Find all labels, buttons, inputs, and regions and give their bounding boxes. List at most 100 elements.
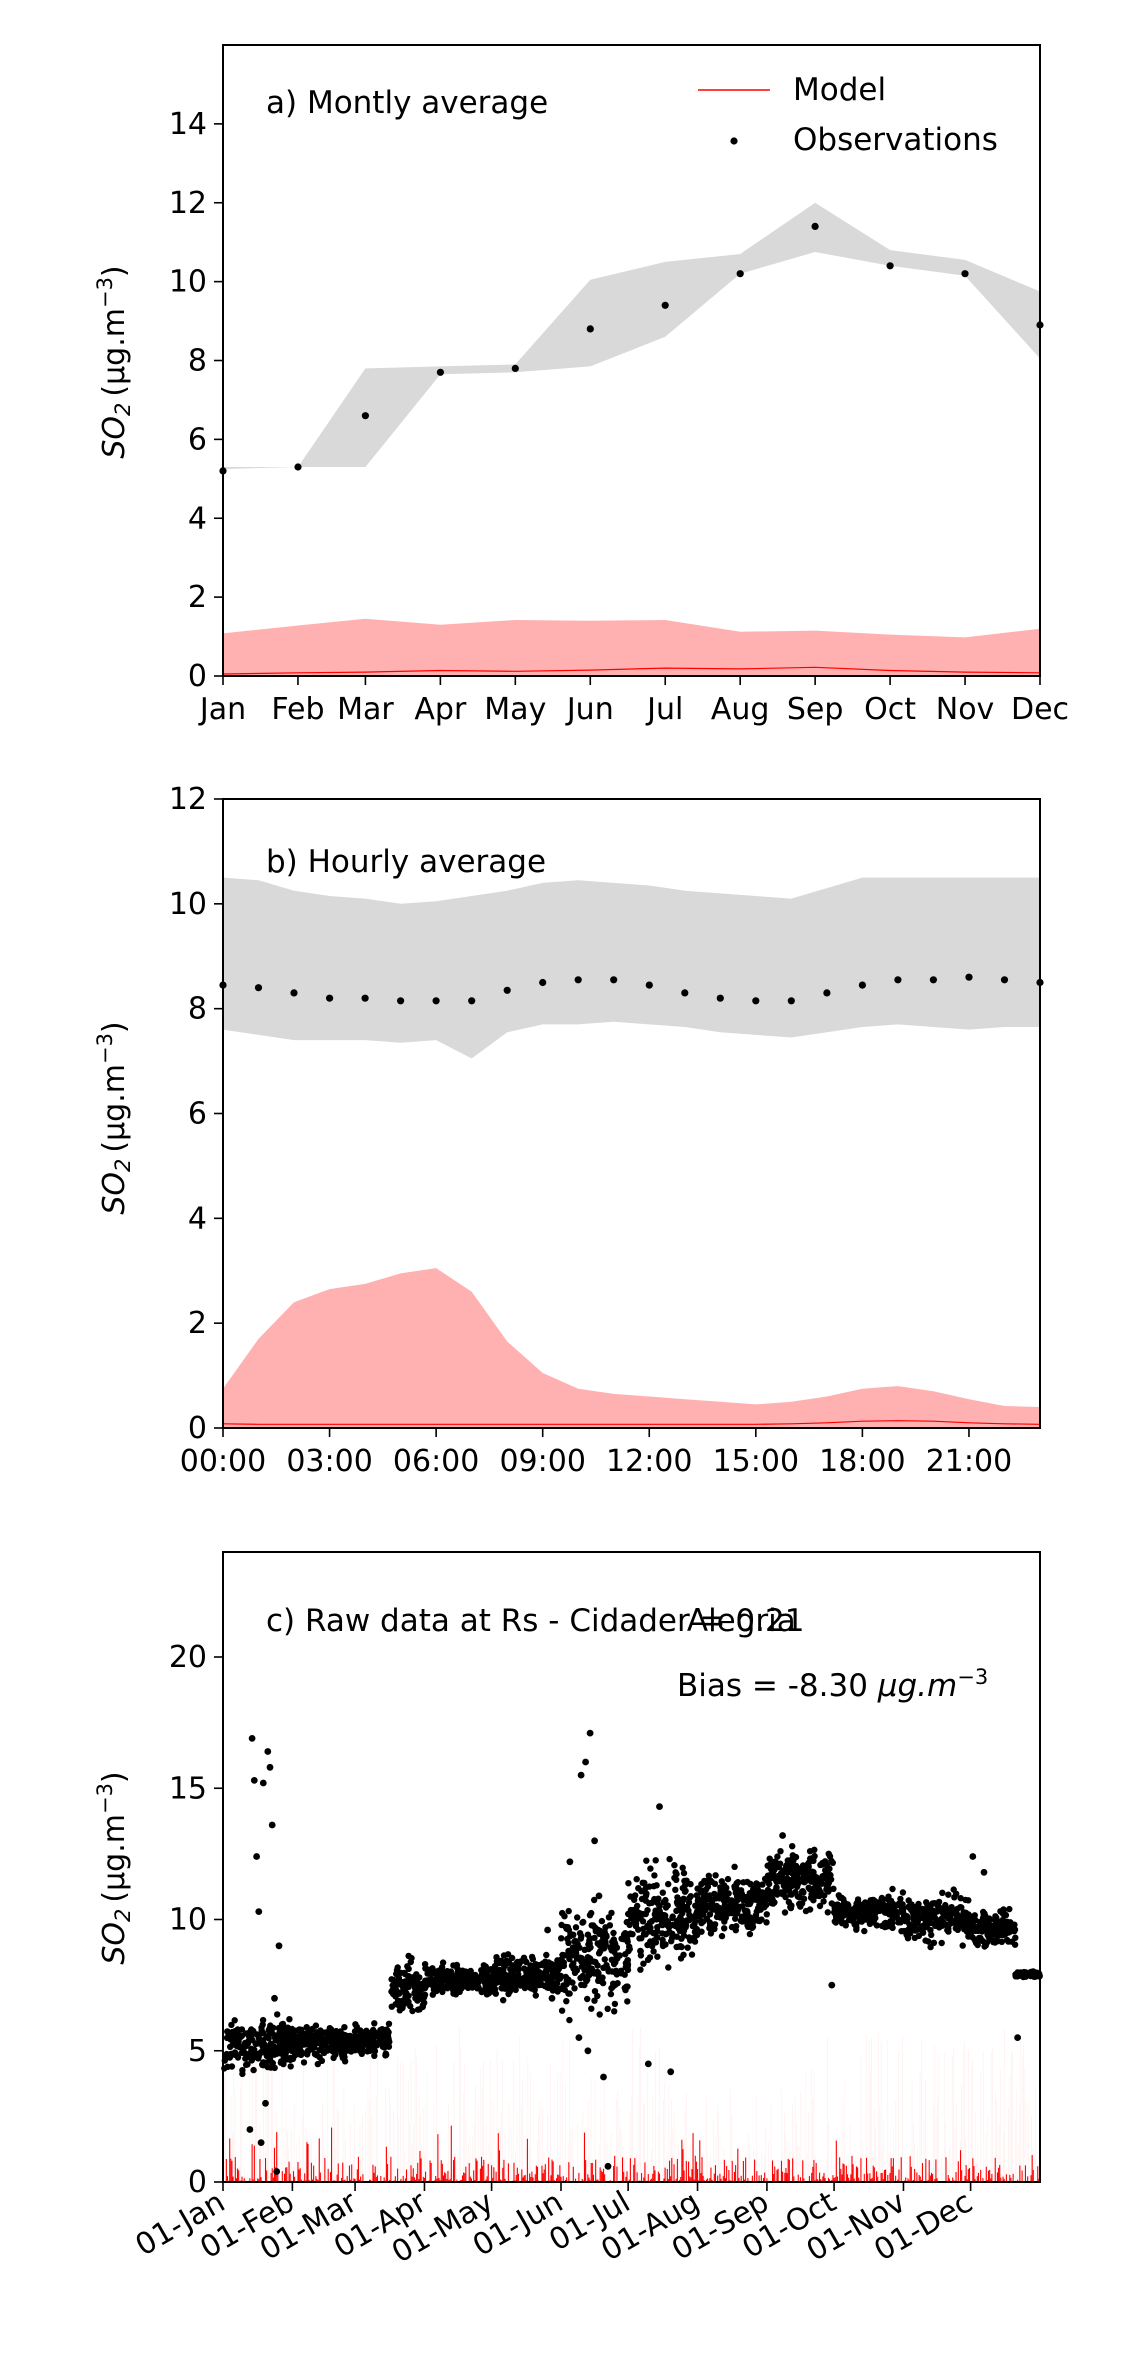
observation-point: [500, 1952, 508, 1959]
observation-point: [880, 1901, 887, 1909]
observation-point: [784, 1857, 791, 1864]
observation-point: [392, 2001, 399, 2008]
observation-point: [423, 1982, 430, 1990]
observation-point: [668, 1938, 675, 1945]
observation-point: [994, 1932, 1002, 1940]
observation-point: [270, 2044, 277, 2052]
observation-point: [763, 1919, 770, 1926]
observation-point: [656, 1902, 663, 1910]
observation-point: [907, 1905, 914, 1912]
observation-point: [253, 1853, 260, 1860]
observation-point: [887, 1897, 895, 1905]
observation-point: [1000, 976, 1009, 984]
observation-point: [752, 997, 760, 1005]
observation-point: [847, 1906, 854, 1913]
observation-point: [810, 1869, 817, 1876]
observation-point: [586, 325, 594, 333]
observation-point: [508, 1967, 516, 1974]
observation-point: [910, 1916, 917, 1923]
observation-point: [777, 1848, 784, 1855]
x-tick-label: Sep: [787, 692, 844, 727]
observation-point: [674, 1919, 681, 1926]
observation-point: [510, 1972, 517, 1980]
observation-point: [732, 1915, 739, 1922]
observation-point: [586, 1912, 594, 1919]
observation-point: [325, 2036, 332, 2043]
observation-point: [460, 1975, 467, 1982]
observation-point: [241, 2040, 249, 2048]
observation-point: [558, 2007, 566, 2014]
observation-point: [632, 1922, 640, 1930]
observation-point: [427, 1977, 434, 1984]
observation-point: [926, 1918, 933, 1926]
observation-point: [676, 1927, 684, 1935]
observation-point: [508, 1954, 516, 1962]
observation-point: [644, 2060, 652, 2068]
observation-point: [311, 2050, 319, 2058]
observation-point: [920, 1908, 928, 1916]
observation-point: [413, 1971, 420, 1978]
observation-point: [664, 1918, 672, 1926]
observation-point: [840, 1910, 847, 1918]
observation-point: [736, 270, 744, 278]
observation-point: [814, 1878, 822, 1885]
observation-point: [258, 2024, 265, 2031]
observation-point: [840, 1896, 847, 1903]
observation-point: [961, 270, 969, 278]
observation-point: [566, 1858, 574, 1866]
observation-point: [260, 2030, 267, 2037]
observation-point: [647, 1865, 654, 1872]
observation-point: [881, 1923, 889, 1931]
observation-point: [637, 1947, 644, 1955]
y-tick-label: 15: [169, 1771, 207, 1806]
observation-point: [439, 1983, 447, 1990]
observation-point: [653, 1916, 660, 1923]
observation-point: [643, 1923, 651, 1931]
observation-point: [987, 1935, 995, 1943]
observation-point: [358, 2050, 365, 2057]
observation-point: [945, 1928, 952, 1935]
observation-point: [700, 1908, 707, 1916]
observation-point: [280, 2060, 287, 2068]
observation-point: [594, 1971, 602, 1978]
observation-point: [447, 1975, 454, 1982]
observation-point: [552, 1970, 559, 1977]
observation-point: [406, 1979, 414, 1986]
observation-point: [656, 1803, 663, 1810]
observation-point: [721, 1925, 728, 1932]
observation-point: [685, 1934, 693, 1941]
observation-point: [944, 1907, 951, 1915]
observation-point: [851, 1921, 858, 1928]
observation-point: [932, 1922, 939, 1930]
observation-point: [246, 2126, 254, 2133]
observation-point: [643, 1857, 650, 1864]
observation-point: [600, 1964, 607, 1972]
observation-point: [558, 1956, 565, 1963]
observation-point: [409, 2007, 416, 2015]
observation-point: [667, 2068, 675, 2076]
observation-point: [335, 2029, 342, 2037]
observation-point: [688, 1951, 696, 1958]
observation-point: [774, 1853, 781, 1860]
observation-point: [890, 1913, 897, 1921]
observation-point: [718, 1932, 726, 1940]
observation-point: [626, 1943, 633, 1950]
observation-point: [731, 1863, 738, 1871]
observation-point: [584, 1995, 591, 2003]
observation-point: [251, 2052, 258, 2059]
observation-point: [269, 2030, 276, 2037]
observation-point: [533, 1964, 540, 1972]
observation-point: [544, 1926, 551, 1934]
observation-point: [691, 1938, 699, 1945]
observation-point: [854, 1897, 862, 1905]
observation-point: [542, 1968, 549, 1975]
observation-point: [642, 1892, 650, 1899]
observation-point: [823, 1861, 831, 1869]
observation-point: [771, 1875, 778, 1882]
observation-point: [283, 2029, 290, 2037]
observation-point: [640, 1960, 647, 1967]
observation-point: [824, 1881, 831, 1889]
observation-point: [394, 1964, 401, 1971]
observation-point: [629, 1909, 636, 1917]
observation-point: [402, 1993, 409, 2001]
